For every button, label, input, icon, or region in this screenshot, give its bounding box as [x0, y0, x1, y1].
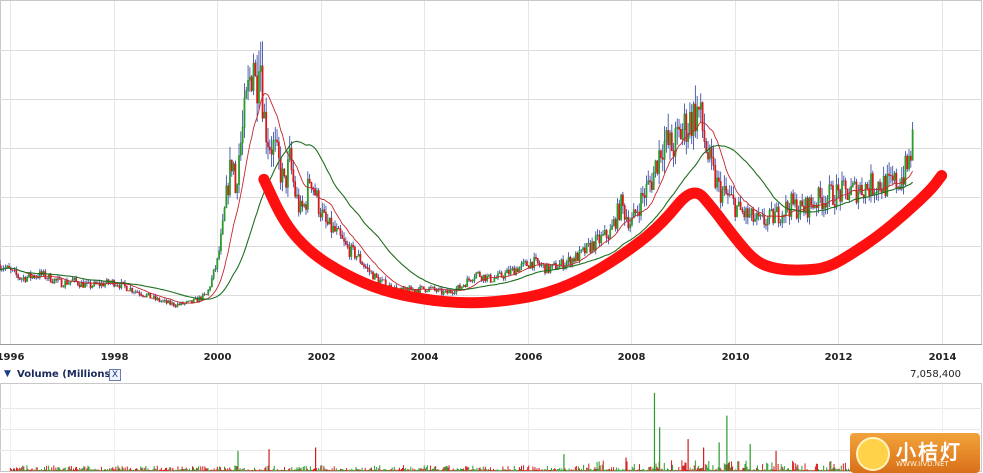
price-chart: 1996 1998 2000 2002 2004 2006 2008 2010 2012 2014	[0, 0, 982, 363]
volume-title: Volume (Millions)	[17, 369, 116, 380]
trend-curve-annotation	[258, 170, 948, 309]
x-tick-label: 2000	[204, 352, 232, 363]
x-tick-label: 2014	[929, 352, 957, 363]
x-tick-label: 2004	[411, 352, 439, 363]
close-volume-button[interactable]: X	[109, 369, 121, 381]
x-tick-label: 2002	[308, 352, 336, 363]
watermark-subtext: WWW.IIVD.NET	[896, 460, 949, 468]
volume-bars	[9, 392, 914, 471]
collapse-volume-icon[interactable]: ▼	[4, 369, 11, 379]
orange-mascot-icon	[856, 437, 890, 471]
volume-plot-area	[0, 383, 982, 472]
plot-area	[0, 0, 982, 345]
x-tick-label: 2012	[825, 352, 853, 363]
watermark-logo: 小桔灯 WWW.IIVD.NET	[850, 433, 980, 473]
moving-average-short-line	[0, 93, 913, 304]
moving-average-long-line	[0, 140, 913, 300]
x-tick-label: 2006	[515, 352, 543, 363]
price-candles	[0, 41, 914, 308]
volume-chart	[0, 383, 982, 472]
volume-panel-header: ▼ Volume (Millions) X 7,058,400	[0, 367, 983, 383]
x-tick-label: 1998	[101, 352, 129, 363]
watermark-text: 小桔灯	[896, 440, 962, 464]
volume-max-value: 7,058,400	[910, 369, 961, 380]
x-tick-label: 2010	[722, 352, 750, 363]
x-tick-label: 1996	[0, 352, 24, 363]
x-tick-label: 2008	[618, 352, 646, 363]
